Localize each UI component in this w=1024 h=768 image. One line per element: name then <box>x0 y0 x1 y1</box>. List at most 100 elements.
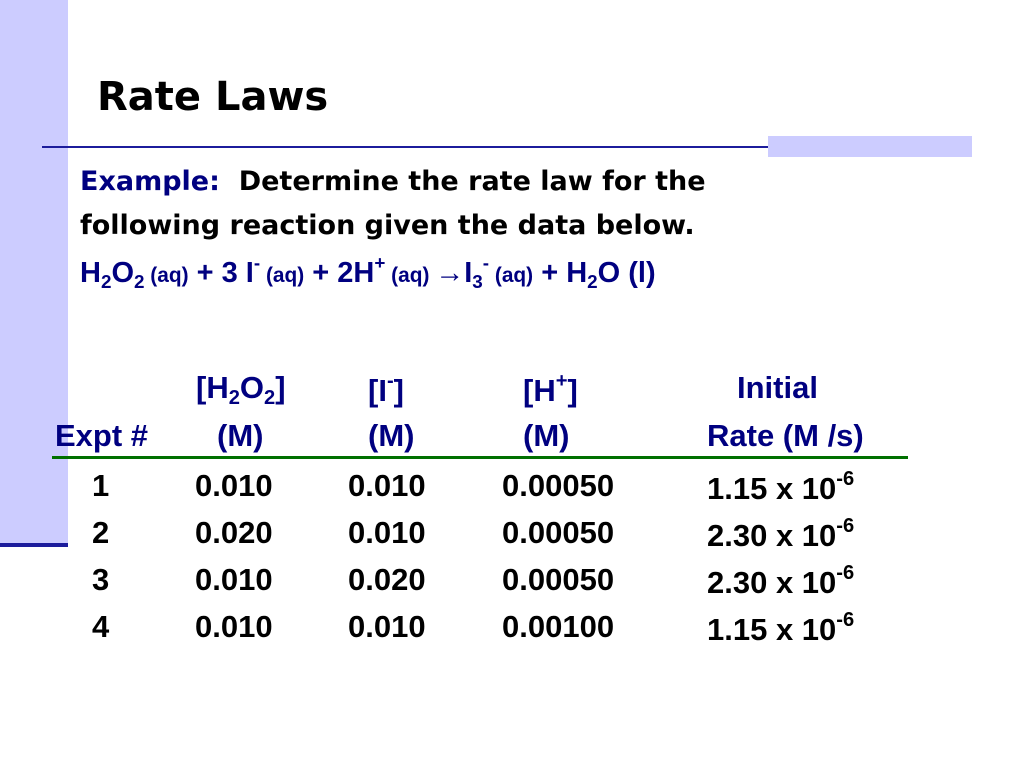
table-cell: 0.00050 <box>502 468 614 504</box>
text-run: [I <box>368 373 387 409</box>
text-run: -6 <box>836 562 855 584</box>
column-header: (M) <box>217 418 263 454</box>
table-cell: 1 <box>92 468 109 504</box>
text-run: 2 <box>228 387 240 410</box>
column-header: [I-] <box>368 370 404 409</box>
text-run: -6 <box>836 515 855 537</box>
example-text: Determine the rate law for the <box>219 166 706 197</box>
table-cell: 2 <box>92 515 109 551</box>
text-run: Expt # <box>55 418 149 453</box>
table-cell: 0.00050 <box>502 515 614 551</box>
text-run: (aq) <box>144 264 189 288</box>
table-cell: 0.010 <box>348 609 426 645</box>
text-run: ] <box>393 373 404 409</box>
text-run: (aq) <box>385 264 436 288</box>
text-run: 2 <box>92 515 110 550</box>
example-line: Example: Determine the rate law for the <box>80 166 706 197</box>
text-run: 0.020 <box>195 515 273 550</box>
text-run: + <box>555 370 568 392</box>
header-underline <box>52 456 908 459</box>
table-cell: 0.010 <box>195 562 273 598</box>
column-header: (M) <box>368 418 414 454</box>
text-run: 2.30 x 10 <box>707 518 837 554</box>
text-run: Initial <box>737 370 818 405</box>
table-cell: 0.00100 <box>502 609 614 645</box>
table-cell: 0.020 <box>195 515 273 551</box>
equation: H2O2 (aq) + 3 I- (aq) + 2H+ (aq) →I3- (a… <box>80 252 656 293</box>
side-band <box>0 0 68 545</box>
column-header: Rate (M /s) <box>707 418 864 454</box>
table-cell: 2.30 x 10-6 <box>707 515 854 554</box>
example-line: following reaction given the data below. <box>80 210 695 241</box>
table-cell: 4 <box>92 609 109 645</box>
text-run: 0.020 <box>348 562 426 597</box>
side-band-line <box>0 543 68 547</box>
text-run: 3 <box>92 562 110 597</box>
table-cell: 0.010 <box>195 609 273 645</box>
text-run: 0.00050 <box>502 515 615 550</box>
column-header: (M) <box>523 418 569 454</box>
text-run: 0.010 <box>195 468 273 503</box>
text-run: O <box>111 257 134 290</box>
table-cell: 1.15 x 10-6 <box>707 609 854 648</box>
text-run: 0.010 <box>348 515 426 550</box>
text-run: 0.00050 <box>502 562 615 597</box>
text-run: - <box>482 252 490 273</box>
table-cell: 0.010 <box>195 468 273 504</box>
text-run: 2 <box>100 270 112 292</box>
text-run: 2.30 x 10 <box>707 565 837 601</box>
text-run: + <box>374 252 386 273</box>
text-run: 0.00050 <box>502 468 615 503</box>
slide-title: Rate Laws <box>97 74 329 120</box>
text-run: (M) <box>368 418 415 453</box>
text-run: ] <box>567 373 578 409</box>
text-run: 2 <box>264 387 276 410</box>
column-header: Expt # <box>55 418 148 454</box>
column-header: [H2O2] <box>196 370 286 410</box>
text-run: O (l) <box>597 257 656 290</box>
text-run: ] <box>275 370 286 405</box>
text-run: 2 <box>587 270 598 292</box>
column-header: [H+] <box>523 370 578 409</box>
title-rule <box>42 146 972 148</box>
table-cell: 0.020 <box>348 562 426 598</box>
text-run: →I <box>435 257 473 290</box>
text-run: 3 <box>472 270 483 292</box>
text-run: (M) <box>523 418 570 453</box>
text-run: (aq) <box>489 264 534 288</box>
table-cell: 0.010 <box>348 468 426 504</box>
text-run: 0.00100 <box>502 609 615 644</box>
text-run: - <box>253 252 261 273</box>
text-run: O <box>239 370 265 405</box>
text-run: 1 <box>92 468 110 503</box>
text-run: 1.15 x 10 <box>707 612 837 648</box>
table-cell: 0.00050 <box>502 562 614 598</box>
text-run: H <box>80 257 101 290</box>
text-run: + 3 I <box>188 257 254 290</box>
text-run: 0.010 <box>348 468 426 503</box>
accent-block <box>768 136 972 157</box>
text-run: Rate (M /s) <box>707 418 864 453</box>
text-run: -6 <box>836 468 855 490</box>
text-run: 0.010 <box>348 609 426 644</box>
text-run: + H <box>533 257 588 290</box>
text-run: 2 <box>134 270 145 292</box>
table-cell: 3 <box>92 562 109 598</box>
text-run: 1.15 x 10 <box>707 471 837 507</box>
text-run: [H <box>196 370 229 405</box>
text-run: [H <box>523 373 556 409</box>
table-cell: 1.15 x 10-6 <box>707 468 854 507</box>
table-cell: 0.010 <box>348 515 426 551</box>
table-cell: 2.30 x 10-6 <box>707 562 854 601</box>
text-run: 0.010 <box>195 562 273 597</box>
column-header: Initial <box>737 370 818 406</box>
text-run: + 2H <box>304 257 375 290</box>
text-run: 0.010 <box>195 609 273 644</box>
text-run: (M) <box>217 418 264 453</box>
example-label: Example: <box>80 166 220 197</box>
text-run: -6 <box>836 609 855 631</box>
text-run: 4 <box>92 609 110 644</box>
text-run: - <box>386 370 394 392</box>
text-run: (aq) <box>260 264 305 288</box>
